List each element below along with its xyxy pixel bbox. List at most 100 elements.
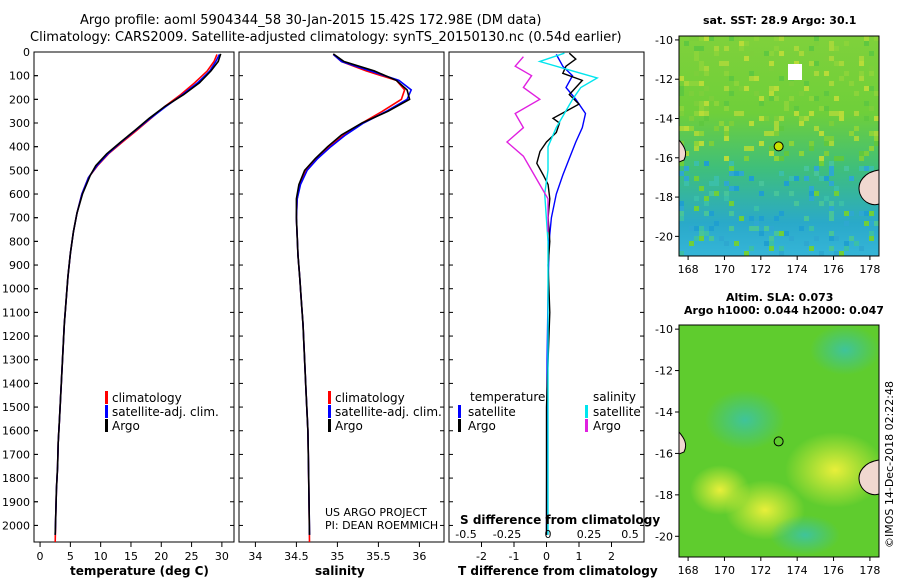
sst-pixel — [689, 226, 694, 231]
sst-pixel — [829, 216, 834, 221]
sst-pixel — [754, 226, 759, 231]
x-tick-label: 25 — [185, 550, 199, 563]
sst-pixel — [684, 81, 689, 86]
diff-legend-sal-satellite: satellite — [593, 405, 641, 419]
sst-pixel — [869, 236, 874, 241]
sla-high-anomaly — [785, 432, 879, 508]
sst-pixel — [724, 106, 729, 111]
sst-pixel — [729, 226, 734, 231]
sst-pixel — [774, 126, 779, 131]
sst-pixel — [799, 91, 804, 96]
depth-tick-label: 700 — [9, 212, 30, 225]
sst-pixel — [844, 211, 849, 216]
sst-pixel — [874, 221, 879, 226]
sst-pixel — [684, 166, 689, 171]
sst-pixel — [694, 161, 699, 166]
sst-pixel — [724, 66, 729, 71]
sst-pixel — [769, 86, 774, 91]
sst-pixel — [704, 196, 709, 201]
credit-line2: PI: DEAN ROEMMICH — [325, 519, 438, 532]
sst-pixel — [759, 216, 764, 221]
sst-pixel — [749, 51, 754, 56]
sst-pixel — [844, 41, 849, 46]
sst-pixel — [689, 91, 694, 96]
sst-pixel — [714, 51, 719, 56]
sst-map-pixels — [679, 36, 879, 256]
sst-pixel — [709, 191, 714, 196]
sal-legend-label-argo: Argo — [335, 419, 363, 433]
map-x-tick-label: 176 — [823, 564, 844, 577]
sst-pixel — [789, 236, 794, 241]
depth-tick-label: 2000 — [2, 519, 30, 532]
sst-pixel — [829, 81, 834, 86]
sst-pixel — [869, 106, 874, 111]
salinity-panel: 34 34.5 35 35.5 36 salinity climatology sate… — [238, 51, 445, 578]
difference-x-label: T difference from climatology — [458, 564, 658, 578]
sst-pixel — [744, 41, 749, 46]
sla-low-anomaly — [810, 325, 879, 375]
temperature-series — [54, 53, 222, 543]
sst-pixel — [709, 181, 714, 186]
sst-pixel — [749, 246, 754, 251]
map-y-tick-label: -12 — [655, 365, 673, 378]
sst-pixel — [729, 171, 734, 176]
sst-pixel — [859, 76, 864, 81]
sst-pixel — [834, 251, 839, 256]
salinity-legend: climatology satellite-adj. clim. Argo — [328, 391, 442, 433]
depth-tick-label: 1400 — [2, 377, 30, 390]
map-y-tick-label: -20 — [655, 530, 673, 543]
sst-pixel — [769, 246, 774, 251]
sst-pixel — [854, 111, 859, 116]
sst-pixel — [684, 41, 689, 46]
sst-pixel — [729, 36, 734, 41]
sla-map-panel: Altim. SLA: 0.073 Argo h1000: 0.044 h200… — [655, 291, 884, 577]
sst-pixel — [729, 211, 734, 216]
x-tick-label: 5 — [67, 550, 74, 563]
sst-pixel — [869, 71, 874, 76]
sst-pixel — [709, 36, 714, 41]
sst-pixel — [769, 51, 774, 56]
sst-pixel — [839, 251, 844, 256]
sst-pixel — [829, 121, 834, 126]
sst-pixel — [844, 166, 849, 171]
sst-pixel — [709, 141, 714, 146]
s-tick-label: 0.25 — [577, 528, 602, 541]
sst-pixel — [694, 196, 699, 201]
depth-tick-label: 500 — [9, 164, 30, 177]
difference-legend-salinity: salinity satellite Argo — [585, 390, 641, 433]
sst-pixel — [784, 106, 789, 111]
x-tick-label: -2 — [476, 550, 487, 563]
sst-pixel — [844, 71, 849, 76]
sla-coastline-east — [858, 459, 879, 496]
legend-swatch-climatology — [105, 391, 108, 404]
sst-pixel — [704, 106, 709, 111]
temperature-frame — [33, 51, 235, 543]
sst-pixel — [724, 126, 729, 131]
depth-tick-label: 0 — [23, 46, 30, 59]
sal-legend-swatch-climatology — [328, 391, 331, 404]
sst-pixel — [804, 81, 809, 86]
sst-pixel — [774, 116, 779, 121]
s-tick-label: 0 — [545, 528, 552, 541]
sst-pixel — [684, 151, 689, 156]
sst-pixel — [724, 156, 729, 161]
map-x-tick-label: 172 — [750, 263, 771, 276]
sst-pixel — [864, 211, 869, 216]
sst-pixel — [739, 111, 744, 116]
difference-x-axis: -2 -1 0 1 2 — [449, 51, 644, 563]
sst-pixel — [829, 206, 834, 211]
map-x-tick-label: 176 — [823, 263, 844, 276]
sst-pixel — [814, 96, 819, 101]
sst-pixel — [789, 96, 794, 101]
temperature-legend: climatology satellite-adj. clim. Argo — [105, 391, 219, 433]
sst-pixel — [694, 226, 699, 231]
depth-tick-label: 1500 — [2, 401, 30, 414]
difference-panel: -2 -1 0 1 2 T difference from climatology S … — [448, 51, 660, 578]
sst-pixel — [779, 246, 784, 251]
temperature-panel: 0100200300400500600700800900100011001200… — [2, 46, 235, 578]
sst-pixel — [704, 116, 709, 121]
sst-pixel — [709, 96, 714, 101]
sst-pixel — [744, 146, 749, 151]
sst-pixel — [769, 66, 774, 71]
sst-pixel — [699, 231, 704, 236]
